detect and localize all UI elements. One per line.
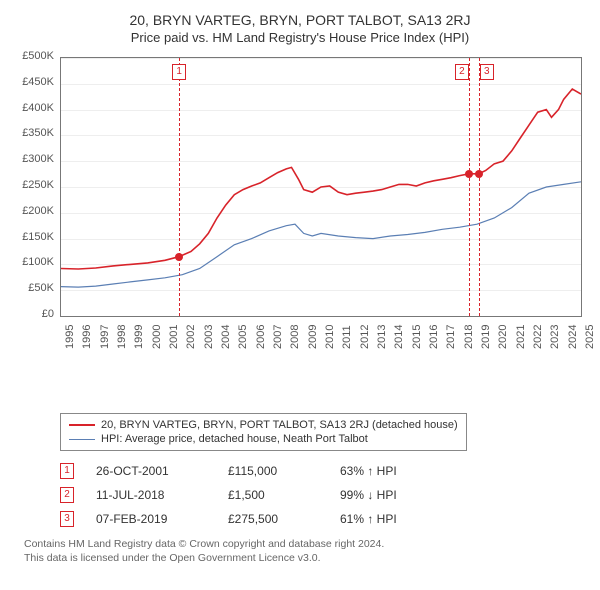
x-tick-label: 1998: [116, 325, 128, 349]
x-tick-label: 2018: [463, 325, 475, 349]
x-tick-label: 2002: [185, 325, 197, 349]
footer-line-1: Contains HM Land Registry data © Crown c…: [24, 538, 384, 550]
x-tick-label: 2000: [151, 325, 163, 349]
event-marker-box: 2: [60, 487, 74, 503]
x-tick-label: 2013: [376, 325, 388, 349]
event-marker-box: 1: [60, 463, 74, 479]
x-tick-label: 2001: [168, 325, 180, 349]
x-tick-label: 2010: [324, 325, 336, 349]
marker-line: [479, 58, 480, 316]
legend-label: 20, BRYN VARTEG, BRYN, PORT TALBOT, SA13…: [101, 419, 458, 431]
page-title: 20, BRYN VARTEG, BRYN, PORT TALBOT, SA13…: [12, 12, 588, 28]
marker-label-box: 1: [172, 64, 186, 80]
y-tick-label: £250K: [12, 179, 54, 191]
x-tick-label: 2024: [567, 325, 579, 349]
x-tick-label: 2007: [272, 325, 284, 349]
y-tick-label: £0: [12, 308, 54, 320]
event-price: £275,500: [228, 512, 318, 526]
x-tick-label: 2008: [289, 325, 301, 349]
x-tick-label: 2019: [480, 325, 492, 349]
event-price: £115,000: [228, 464, 318, 478]
x-tick-label: 2011: [341, 325, 353, 349]
event-date: 07-FEB-2019: [96, 512, 206, 526]
x-tick-label: 2004: [220, 325, 232, 349]
x-tick-label: 2012: [359, 325, 371, 349]
marker-dot: [475, 170, 483, 178]
y-tick-label: £450K: [12, 76, 54, 88]
x-tick-label: 2009: [307, 325, 319, 349]
legend-item: HPI: Average price, detached house, Neat…: [69, 432, 458, 446]
marker-dot: [465, 170, 473, 178]
event-marker-box: 3: [60, 511, 74, 527]
y-tick-label: £500K: [12, 50, 54, 62]
x-tick-label: 1996: [81, 325, 93, 349]
events-table: 1 26-OCT-2001 £115,000 63% ↑ HPI 2 11-JUL-201…: [60, 459, 588, 531]
marker-line: [179, 58, 180, 316]
x-tick-label: 2021: [515, 325, 527, 349]
event-diff: 61% ↑ HPI: [340, 512, 440, 526]
legend-swatch: [69, 424, 95, 426]
event-row: 2 11-JUL-2018 £1,500 99% ↓ HPI: [60, 483, 588, 507]
x-tick-label: 2006: [255, 325, 267, 349]
x-tick-label: 2014: [393, 325, 405, 349]
chart-area: 1 23 £0 £50K £100K £150K £200K £250K £300K £350K £…: [12, 53, 588, 363]
y-tick-label: £150K: [12, 231, 54, 243]
legend-label: HPI: Average price, detached house, Neat…: [101, 433, 368, 445]
x-tick-label: 2023: [549, 325, 561, 349]
y-tick-label: £300K: [12, 153, 54, 165]
series-svg: [61, 58, 581, 316]
legend: 20, BRYN VARTEG, BRYN, PORT TALBOT, SA13…: [60, 413, 467, 451]
page-subtitle: Price paid vs. HM Land Registry's House …: [12, 30, 588, 45]
x-tick-label: 1997: [99, 325, 111, 349]
marker-label-box: 3: [480, 64, 494, 80]
y-tick-label: £50K: [12, 282, 54, 294]
footer-line-2: This data is licensed under the Open Gov…: [24, 552, 321, 564]
y-tick-label: £400K: [12, 102, 54, 114]
event-row: 3 07-FEB-2019 £275,500 61% ↑ HPI: [60, 507, 588, 531]
footer-attribution: Contains HM Land Registry data © Crown c…: [24, 537, 588, 565]
x-tick-label: 1999: [133, 325, 145, 349]
y-tick-label: £100K: [12, 256, 54, 268]
x-tick-label: 2017: [445, 325, 457, 349]
y-tick-label: £200K: [12, 205, 54, 217]
marker-label-box: 2: [455, 64, 469, 80]
x-tick-label: 2020: [497, 325, 509, 349]
event-diff: 63% ↑ HPI: [340, 464, 440, 478]
x-tick-label: 2005: [237, 325, 249, 349]
x-tick-label: 2025: [584, 325, 596, 349]
x-tick-label: 2003: [203, 325, 215, 349]
x-tick-label: 2016: [428, 325, 440, 349]
event-date: 26-OCT-2001: [96, 464, 206, 478]
x-tick-label: 2022: [532, 325, 544, 349]
event-diff: 99% ↓ HPI: [340, 488, 440, 502]
legend-item: 20, BRYN VARTEG, BRYN, PORT TALBOT, SA13…: [69, 418, 458, 432]
marker-dot: [175, 253, 183, 261]
event-row: 1 26-OCT-2001 £115,000 63% ↑ HPI: [60, 459, 588, 483]
x-tick-label: 2015: [411, 325, 423, 349]
y-tick-label: £350K: [12, 127, 54, 139]
series-line-hpi: [61, 182, 581, 287]
event-date: 11-JUL-2018: [96, 488, 206, 502]
plot-area: 1 23: [60, 57, 582, 317]
x-tick-label: 1995: [64, 325, 76, 349]
legend-swatch: [69, 439, 95, 440]
series-line-price_paid: [61, 89, 581, 269]
marker-line: [469, 58, 470, 316]
event-price: £1,500: [228, 488, 318, 502]
